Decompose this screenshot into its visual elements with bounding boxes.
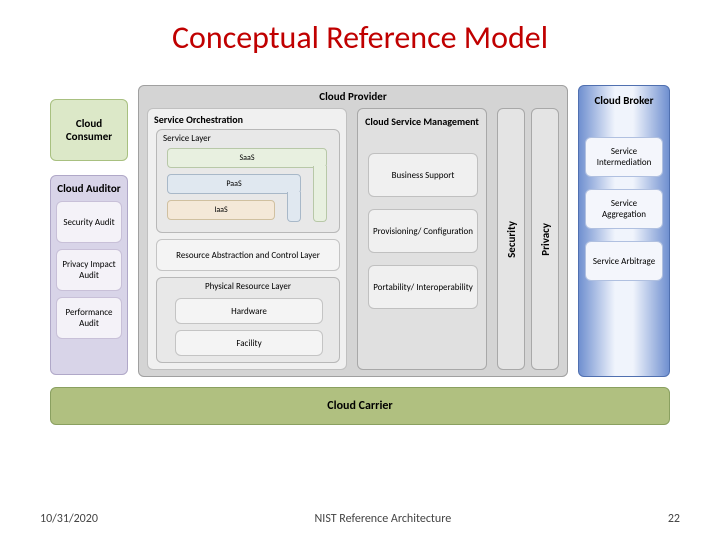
cloud-consumer-label: Cloud Consumer (53, 117, 125, 143)
cloud-auditor-box: Cloud Auditor Security Audit Privacy Imp… (50, 175, 128, 375)
mgmt-business-label: Business Support (392, 170, 455, 181)
page-title: Conceptual Reference Model (0, 0, 720, 67)
physical-layer-label: Physical Resource Layer (157, 281, 339, 292)
saas-box: SaaS (167, 148, 327, 168)
cloud-provider-box: Cloud Provider Service Orchestration Ser… (138, 85, 568, 377)
security-label: Security (505, 221, 518, 258)
mgmt-provisioning-box: Provisioning/ Configuration (368, 209, 478, 253)
diagram-container: Cloud Consumer Cloud Auditor Security Au… (50, 85, 670, 435)
cloud-broker-label: Cloud Broker (594, 94, 653, 107)
resource-abstraction-label: Resource Abstraction and Control Layer (176, 250, 320, 261)
iaas-box: IaaS (167, 200, 275, 220)
mgmt-portability-box: Portability/ Interoperability (368, 265, 478, 309)
footer-date: 10/31/2020 (40, 512, 98, 526)
paas-box: PaaS (167, 174, 301, 194)
facility-label: Facility (236, 338, 261, 349)
cloud-broker-box: Cloud Broker Service Intermediation Serv… (578, 85, 670, 377)
hardware-box: Hardware (175, 298, 323, 324)
mgmt-provisioning-label: Provisioning/ Configuration (373, 226, 473, 237)
footer: 10/31/2020 NIST Reference Architecture 2… (40, 512, 680, 526)
cloud-carrier-label: Cloud Carrier (327, 399, 392, 413)
service-orchestration-label: Service Orchestration (154, 113, 243, 126)
cloud-auditor-label: Cloud Auditor (57, 182, 120, 195)
saas-label: SaaS (239, 153, 254, 163)
paas-label: PaaS (226, 179, 241, 189)
saas-leg (313, 166, 327, 222)
footer-caption: NIST Reference Architecture (315, 512, 452, 526)
hardware-label: Hardware (231, 306, 267, 317)
service-orchestration-box: Service Orchestration Service Layer SaaS… (147, 108, 347, 370)
auditor-security-label: Security Audit (63, 217, 114, 228)
broker-intermediation-box: Service Intermediation (585, 137, 663, 177)
cloud-carrier-box: Cloud Carrier (50, 387, 670, 425)
broker-arbitrage-box: Service Arbitrage (585, 241, 663, 281)
mgmt-business-box: Business Support (368, 153, 478, 197)
resource-abstraction-box: Resource Abstraction and Control Layer (156, 239, 340, 271)
service-layer-box: Service Layer SaaS PaaS IaaS (156, 129, 340, 233)
auditor-privacy-label: Privacy Impact Audit (59, 259, 119, 281)
cloud-service-mgmt-label: Cloud Service Management (358, 115, 486, 128)
cloud-provider-label: Cloud Provider (139, 90, 567, 103)
auditor-security-box: Security Audit (56, 201, 122, 243)
auditor-privacy-box: Privacy Impact Audit (56, 249, 122, 291)
physical-layer-box: Physical Resource Layer Hardware Facilit… (156, 277, 340, 363)
auditor-performance-label: Performance Audit (59, 307, 119, 329)
security-box: Security (497, 108, 525, 370)
mgmt-portability-label: Portability/ Interoperability (373, 282, 473, 293)
broker-aggregation-label: Service Aggregation (588, 198, 660, 220)
broker-intermediation-label: Service Intermediation (588, 146, 660, 168)
privacy-label: Privacy (539, 223, 552, 256)
paas-leg (287, 192, 301, 222)
auditor-performance-box: Performance Audit (56, 297, 122, 339)
footer-page: 22 (668, 512, 680, 526)
broker-arbitrage-label: Service Arbitrage (593, 256, 655, 267)
service-layer-label: Service Layer (163, 133, 211, 144)
cloud-service-mgmt-box: Cloud Service Management Business Suppor… (357, 108, 487, 370)
iaas-label: IaaS (214, 205, 227, 215)
broker-aggregation-box: Service Aggregation (585, 189, 663, 229)
facility-box: Facility (175, 330, 323, 356)
privacy-box: Privacy (531, 108, 559, 370)
cloud-consumer-box: Cloud Consumer (50, 99, 128, 161)
